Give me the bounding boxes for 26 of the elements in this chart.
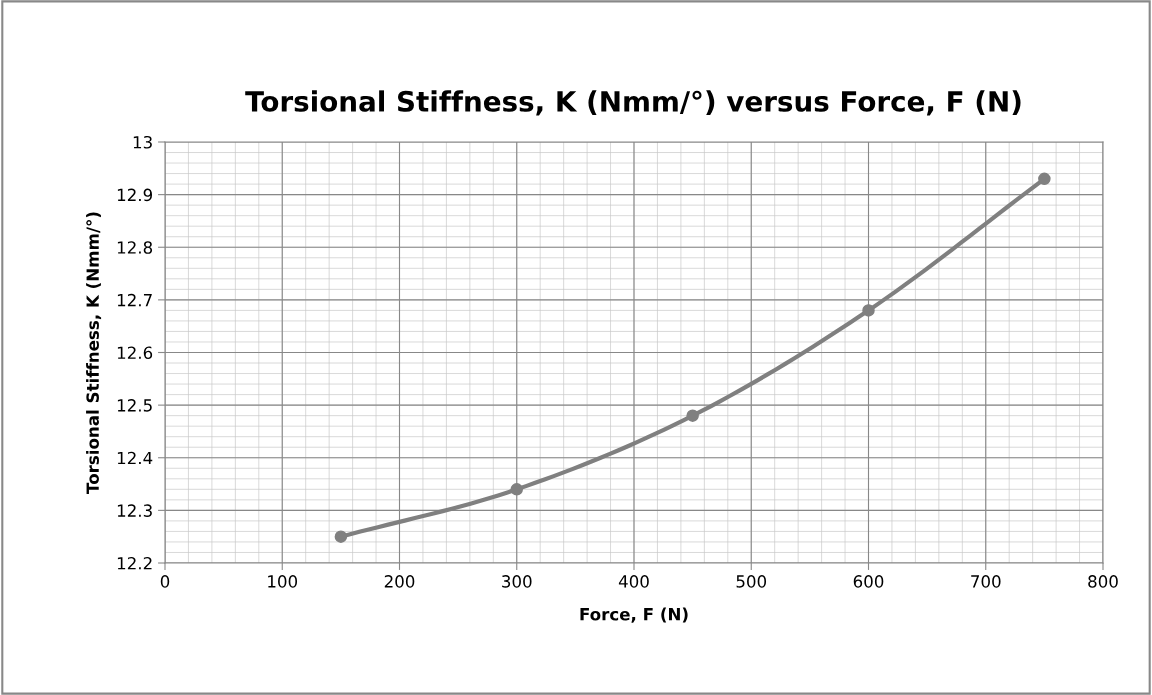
x-tick-label: 300 (502, 575, 532, 588)
point (510, 483, 524, 496)
point (1038, 172, 1051, 186)
x-tick-label: 500 (736, 575, 767, 588)
x-tick-label: 400 (618, 575, 649, 588)
y-tick-label: 12.2 (117, 556, 152, 570)
y-tick-label: 12.9 (117, 188, 153, 202)
x-tick-label: 0 (160, 575, 170, 588)
y-tick-label: 12.7 (117, 293, 152, 307)
y-tick-label: 12.6 (117, 346, 153, 360)
x-tick-label: 600 (853, 575, 884, 588)
x-tick-label: 800 (1088, 575, 1118, 588)
x-axis-title: Force, F (N) (580, 607, 688, 623)
y-axis-title: Torsional Stiffness, K (Nmm/°) (86, 212, 102, 494)
y-tick-label: 13 (133, 135, 152, 149)
x-tick-label: 200 (384, 575, 415, 588)
x-tick-label: 100 (268, 575, 298, 588)
y-tick-label: 12.3 (117, 504, 152, 517)
y-tick-label: 12.5 (117, 399, 152, 412)
chart-title: Torsional Stiffness, K (Nmm/°) versus Force, F (N) (245, 90, 1021, 116)
y-tick-label: 12.4 (117, 451, 153, 465)
y-tick-label: 12.8 (117, 241, 153, 254)
point (334, 530, 348, 543)
x-tick-label: 700 (971, 575, 1001, 588)
point (862, 304, 875, 317)
point (686, 409, 699, 422)
